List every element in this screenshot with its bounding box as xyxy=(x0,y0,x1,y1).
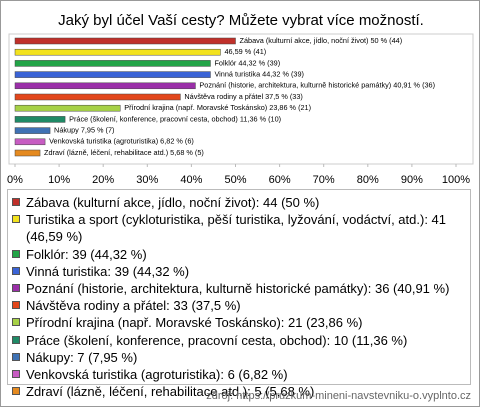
legend-item: Práce (školení, konference, pracovní ces… xyxy=(10,332,468,349)
legend-label: Nákupy: 7 (7,95 %) xyxy=(26,349,138,365)
x-tick-label: 70% xyxy=(313,174,335,186)
bar-label: Folklór 44,32 % (39) xyxy=(214,58,280,67)
legend-label: Zdraví (lázně, léčení, rehabilitace atd.… xyxy=(26,384,315,400)
legend-label: Práce (školení, konference, pracovní ces… xyxy=(26,332,408,348)
chart-title: Jaký byl účel Vaší cesty? Můžete vybrat … xyxy=(58,12,424,29)
bar xyxy=(14,127,51,134)
chart: Jaký byl účel Vaší cesty? Můžete vybrat … xyxy=(7,12,474,186)
x-tick-label: 50% xyxy=(224,174,246,186)
bar xyxy=(14,37,236,45)
bar-label: Zábava (kulturní akce, jídlo, noční živo… xyxy=(240,36,403,45)
bar-label: Vinná turistika 44,32 % (39) xyxy=(214,70,304,79)
legend-swatch xyxy=(12,318,20,327)
bar-label: Přírodní krajina (např. Moravské Toskáns… xyxy=(124,103,311,112)
legend-item: Venkovská turistika (agroturistika): 6 (… xyxy=(10,366,468,383)
x-tick-label: 20% xyxy=(92,174,114,186)
legend-item: Folklór: 39 (44,32 %) xyxy=(10,246,468,263)
bar-label: Zdraví (lázně, léčení, rehabilitace atd.… xyxy=(44,148,204,157)
plot-frame xyxy=(8,33,474,165)
legend: Zábava (kulturní akce, jídlo, noční živo… xyxy=(7,189,471,399)
legend-swatch xyxy=(12,335,20,344)
legend-swatch xyxy=(12,198,20,206)
bar xyxy=(14,104,121,112)
legend-label: Turistika a sport (cykloturistika, pěší … xyxy=(26,212,447,245)
x-tick-label: 0% xyxy=(7,174,23,186)
legend-swatch xyxy=(12,387,20,396)
legend-item: Turistika a sport (cykloturistika, pěší … xyxy=(10,211,468,245)
bar xyxy=(14,60,211,67)
legend-item: Zdraví (lázně, léčení, rehabilitace atd.… xyxy=(10,383,468,400)
bar xyxy=(14,82,196,90)
legend-label: Venkovská turistika (agroturistika): 6 (… xyxy=(26,367,288,383)
bar-label: 46,59 % (41) xyxy=(224,47,266,56)
legend-swatch xyxy=(12,266,20,275)
bar-label: Venkovská turistika (agroturistika) 6,82… xyxy=(49,137,194,146)
x-tick-label: 90% xyxy=(401,174,423,186)
bar xyxy=(14,116,66,123)
x-tick-label: 80% xyxy=(357,174,379,186)
source: zdroj: https://pruzkum-mineni-navstevnik… xyxy=(206,390,471,402)
legend-label: Přírodní krajina (např. Moravské Toskáns… xyxy=(26,315,363,331)
x-tick-label: 100% xyxy=(442,174,470,186)
bar-label: Poznání (historie, architektura, kulturn… xyxy=(199,81,435,90)
x-tick-label: 30% xyxy=(136,174,158,186)
legend-label: Návštěva rodiny a přátel: 33 (37,5 %) xyxy=(26,298,241,314)
bar xyxy=(14,138,46,146)
legend-item: Poznání (historie, architektura, kulturn… xyxy=(10,280,468,297)
legend-swatch xyxy=(12,284,20,293)
legend-label: Vinná turistika: 39 (44,32 %) xyxy=(26,263,190,279)
bar xyxy=(14,149,41,157)
legend-swatch xyxy=(12,301,20,310)
legend-label: Poznání (historie, architektura, kulturn… xyxy=(26,281,450,297)
legend-swatch xyxy=(12,352,20,361)
bar-label: Návštěva rodiny a přátel 37,5 % (33) xyxy=(184,92,302,101)
x-tick-label: 10% xyxy=(48,174,70,186)
legend-item: Vinná turistika: 39 (44,32 %) xyxy=(10,263,468,280)
legend-item: Zábava (kulturní akce, jídlo, noční živo… xyxy=(10,194,468,211)
bar xyxy=(14,71,211,78)
legend-item: Návštěva rodiny a přátel: 33 (37,5 %) xyxy=(10,297,468,314)
legend-label: Folklór: 39 (44,32 %) xyxy=(26,246,147,262)
bar-label: Nákupy 7,95 % (7) xyxy=(54,126,114,135)
legend-item: Nákupy: 7 (7,95 %) xyxy=(10,349,468,366)
bar xyxy=(14,48,221,56)
bar-label: Práce (školení, konference, pracovní ces… xyxy=(69,114,281,123)
legend-swatch xyxy=(12,215,20,224)
legend-swatch xyxy=(12,249,20,258)
legend-label: Zábava (kulturní akce, jídlo, noční živo… xyxy=(26,195,320,210)
x-tick-label: 40% xyxy=(180,174,202,186)
x-tick-label: 60% xyxy=(269,174,291,186)
bar xyxy=(14,93,181,101)
legend-swatch xyxy=(12,370,20,379)
legend-item: Přírodní krajina (např. Moravské Toskáns… xyxy=(10,314,468,331)
